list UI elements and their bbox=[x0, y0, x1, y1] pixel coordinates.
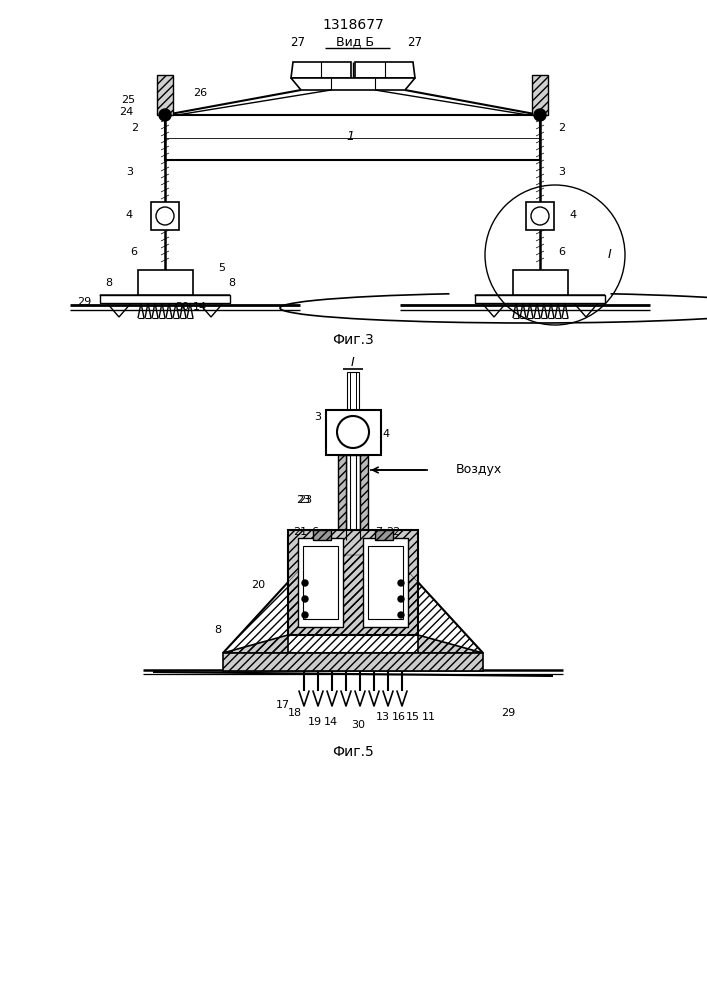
Text: 23: 23 bbox=[298, 495, 312, 505]
Bar bbox=[313, 530, 331, 540]
Polygon shape bbox=[291, 62, 351, 78]
Text: 15: 15 bbox=[406, 712, 420, 722]
Text: 23: 23 bbox=[296, 495, 310, 505]
Text: I: I bbox=[608, 248, 612, 261]
Text: 29: 29 bbox=[77, 297, 91, 307]
Bar bbox=[363, 538, 408, 627]
Bar bbox=[532, 75, 548, 115]
Text: 3: 3 bbox=[559, 167, 566, 177]
Text: 1318677: 1318677 bbox=[322, 18, 384, 32]
Text: I: I bbox=[351, 356, 355, 368]
Text: 27: 27 bbox=[291, 35, 305, 48]
Text: 7: 7 bbox=[375, 527, 382, 537]
Text: 3: 3 bbox=[315, 412, 322, 422]
Bar bbox=[326, 410, 381, 455]
Bar bbox=[475, 295, 605, 303]
Text: 14: 14 bbox=[324, 717, 338, 727]
Text: 30: 30 bbox=[175, 302, 189, 312]
Circle shape bbox=[302, 596, 308, 602]
Text: 8: 8 bbox=[214, 625, 221, 635]
Text: 25: 25 bbox=[121, 95, 135, 105]
Text: 21: 21 bbox=[293, 527, 307, 537]
Polygon shape bbox=[291, 78, 415, 90]
Bar bbox=[346, 455, 360, 530]
Text: 13: 13 bbox=[376, 712, 390, 722]
Circle shape bbox=[337, 416, 369, 448]
Text: 4: 4 bbox=[126, 210, 133, 220]
Text: Фиг.3: Фиг.3 bbox=[332, 333, 374, 347]
Bar bbox=[375, 530, 393, 540]
Circle shape bbox=[398, 596, 404, 602]
Bar bbox=[223, 653, 483, 671]
Text: 8: 8 bbox=[105, 278, 112, 288]
Text: 14: 14 bbox=[193, 302, 207, 312]
Circle shape bbox=[534, 109, 546, 121]
Circle shape bbox=[398, 580, 404, 586]
Circle shape bbox=[531, 207, 549, 225]
Text: 4: 4 bbox=[382, 429, 390, 439]
Bar bbox=[368, 546, 403, 619]
Text: 20: 20 bbox=[251, 580, 265, 590]
Bar bbox=[338, 455, 346, 530]
Text: 2: 2 bbox=[559, 123, 566, 133]
Circle shape bbox=[159, 109, 171, 121]
Bar bbox=[151, 202, 179, 230]
Bar bbox=[138, 270, 193, 295]
Text: 17: 17 bbox=[276, 700, 290, 710]
Bar bbox=[513, 270, 568, 295]
Text: Вид Б: Вид Б bbox=[336, 35, 374, 48]
Text: Воздух: Воздух bbox=[456, 462, 502, 476]
Text: 27: 27 bbox=[407, 35, 423, 48]
Bar bbox=[303, 546, 338, 619]
Polygon shape bbox=[418, 635, 483, 653]
Polygon shape bbox=[192, 295, 230, 317]
Polygon shape bbox=[223, 635, 288, 653]
Text: 6: 6 bbox=[312, 527, 318, 537]
Text: 29: 29 bbox=[501, 708, 515, 718]
Bar bbox=[157, 75, 173, 115]
Text: 22: 22 bbox=[386, 527, 400, 537]
Polygon shape bbox=[223, 555, 483, 653]
Text: 6: 6 bbox=[559, 247, 566, 257]
Circle shape bbox=[398, 612, 404, 618]
Bar bbox=[347, 372, 359, 410]
Text: 24: 24 bbox=[119, 107, 133, 117]
Polygon shape bbox=[475, 295, 513, 317]
Bar bbox=[298, 538, 343, 627]
Text: 2: 2 bbox=[131, 123, 138, 133]
Text: 1: 1 bbox=[346, 130, 354, 143]
Circle shape bbox=[302, 580, 308, 586]
Bar bbox=[526, 202, 554, 230]
Circle shape bbox=[156, 207, 174, 225]
Text: 18: 18 bbox=[288, 708, 302, 718]
Text: 3: 3 bbox=[126, 167, 133, 177]
Text: 6: 6 bbox=[130, 247, 137, 257]
Text: Фиг.5: Фиг.5 bbox=[332, 745, 374, 759]
Text: 16: 16 bbox=[392, 712, 406, 722]
Bar bbox=[165, 115, 540, 160]
Polygon shape bbox=[567, 295, 605, 317]
Polygon shape bbox=[100, 295, 138, 317]
Text: 4: 4 bbox=[569, 210, 577, 220]
Bar bbox=[288, 530, 418, 635]
Text: 5: 5 bbox=[218, 263, 226, 273]
Polygon shape bbox=[355, 62, 415, 78]
Bar bbox=[100, 295, 230, 303]
Circle shape bbox=[302, 612, 308, 618]
Text: 11: 11 bbox=[422, 712, 436, 722]
Text: 8: 8 bbox=[228, 278, 235, 288]
Bar bbox=[360, 455, 368, 530]
Text: 30: 30 bbox=[351, 720, 365, 730]
Text: 26: 26 bbox=[193, 88, 207, 98]
Text: 19: 19 bbox=[308, 717, 322, 727]
